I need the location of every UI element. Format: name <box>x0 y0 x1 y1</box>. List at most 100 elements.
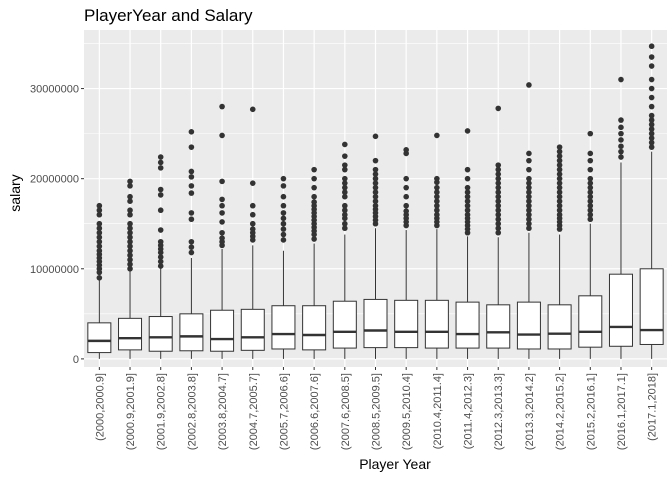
x-tick-label: (2005.7,2006.6] <box>278 373 290 450</box>
outlier-point <box>526 82 532 88</box>
outlier-point <box>127 252 133 259</box>
outlier-point <box>464 193 471 200</box>
box-iqr <box>210 309 235 352</box>
outlier-point <box>587 157 594 164</box>
outlier-point <box>127 207 133 214</box>
outlier-point <box>96 220 103 227</box>
outlier-point <box>403 208 409 214</box>
x-tick-label: (2002.8,2003.8] <box>186 373 198 450</box>
outlier-point <box>96 238 103 245</box>
outlier-point <box>372 157 379 164</box>
outlier-point <box>96 211 103 218</box>
outlier-point <box>495 105 502 112</box>
box-iqr <box>271 305 296 350</box>
box-iqr <box>302 305 327 351</box>
x-tick-label: (2000,2000.9] <box>94 373 106 441</box>
outlier-point <box>648 63 655 69</box>
box-iqr <box>363 298 388 349</box>
outlier-point <box>342 184 348 191</box>
outlier-point <box>96 225 103 232</box>
outlier-point <box>648 85 655 92</box>
x-tick-label: (2000.9,2001.9] <box>125 373 137 450</box>
outlier-point <box>434 202 440 209</box>
outlier-point <box>249 220 256 227</box>
outlier-point <box>556 157 563 164</box>
outlier-point <box>587 202 594 209</box>
chart-title: PlayerYear and Salary <box>84 6 253 25</box>
outlier-point <box>434 211 440 218</box>
outlier-point <box>648 144 655 150</box>
outlier-point <box>587 175 594 182</box>
outlier-point <box>495 211 502 218</box>
outlier-point <box>464 184 471 191</box>
outlier-point <box>188 174 195 180</box>
outlier-point <box>434 198 440 205</box>
outlier-point <box>495 202 502 209</box>
box-iqr <box>394 299 419 349</box>
outlier-point <box>556 166 563 173</box>
x-axis-title: Player Year <box>359 456 431 472</box>
outlier-point <box>403 184 409 191</box>
box-group <box>240 106 265 359</box>
outlier-point <box>157 258 164 265</box>
outlier-point <box>342 225 348 232</box>
outlier-point <box>157 207 164 214</box>
outlier-point <box>280 202 287 209</box>
outlier-point <box>372 133 379 140</box>
outlier-point <box>403 202 409 209</box>
outlier-point <box>587 180 594 186</box>
outlier-point <box>127 247 133 254</box>
outlier-point <box>157 254 164 260</box>
outlier-point <box>464 128 471 134</box>
outlier-point <box>127 211 133 218</box>
outlier-point <box>587 150 594 157</box>
y-tick-label: 10000000 <box>30 264 79 276</box>
outlier-point <box>342 202 348 209</box>
outlier-point <box>403 193 409 200</box>
outlier-point <box>587 166 594 173</box>
outlier-point <box>464 198 471 205</box>
outlier-point <box>587 211 594 218</box>
outlier-point <box>495 180 502 186</box>
outlier-point <box>495 216 502 223</box>
x-tick-label: (2006.6,2007.6] <box>309 373 321 450</box>
box-group <box>271 175 296 359</box>
outlier-point <box>342 220 348 227</box>
box-group <box>547 144 572 359</box>
outlier-point <box>127 225 133 232</box>
outlier-point <box>526 180 532 186</box>
outlier-point <box>372 198 379 205</box>
box-group <box>87 202 112 359</box>
outlier-point <box>648 94 655 101</box>
box-group <box>486 105 511 359</box>
outlier-point <box>556 193 563 200</box>
box-group <box>639 43 664 359</box>
outlier-point <box>219 202 225 209</box>
outlier-point <box>188 238 195 245</box>
outlier-point <box>96 234 103 241</box>
outlier-point <box>434 132 440 139</box>
outlier-point <box>219 132 225 139</box>
outlier-point <box>556 180 563 186</box>
outlier-point <box>495 229 502 236</box>
box-group <box>578 130 603 359</box>
outlier-point <box>526 157 532 164</box>
outlier-point <box>618 76 624 83</box>
outlier-point <box>311 166 317 173</box>
y-tick-label: 30000000 <box>30 84 79 96</box>
outlier-point <box>556 153 563 159</box>
outlier-point <box>188 216 195 223</box>
outlier-point <box>464 207 471 214</box>
outlier-point <box>188 129 195 135</box>
x-tick-label: (2017.1,2018] <box>647 373 659 441</box>
outlier-point <box>280 183 287 189</box>
box-group <box>210 103 235 359</box>
box-iqr <box>578 295 603 348</box>
outlier-point <box>587 130 594 137</box>
outlier-point <box>587 189 594 195</box>
outlier-point <box>157 165 164 171</box>
outlier-point <box>495 207 502 214</box>
outlier-point <box>587 198 594 205</box>
outlier-point <box>188 144 195 150</box>
outlier-point <box>648 139 655 146</box>
